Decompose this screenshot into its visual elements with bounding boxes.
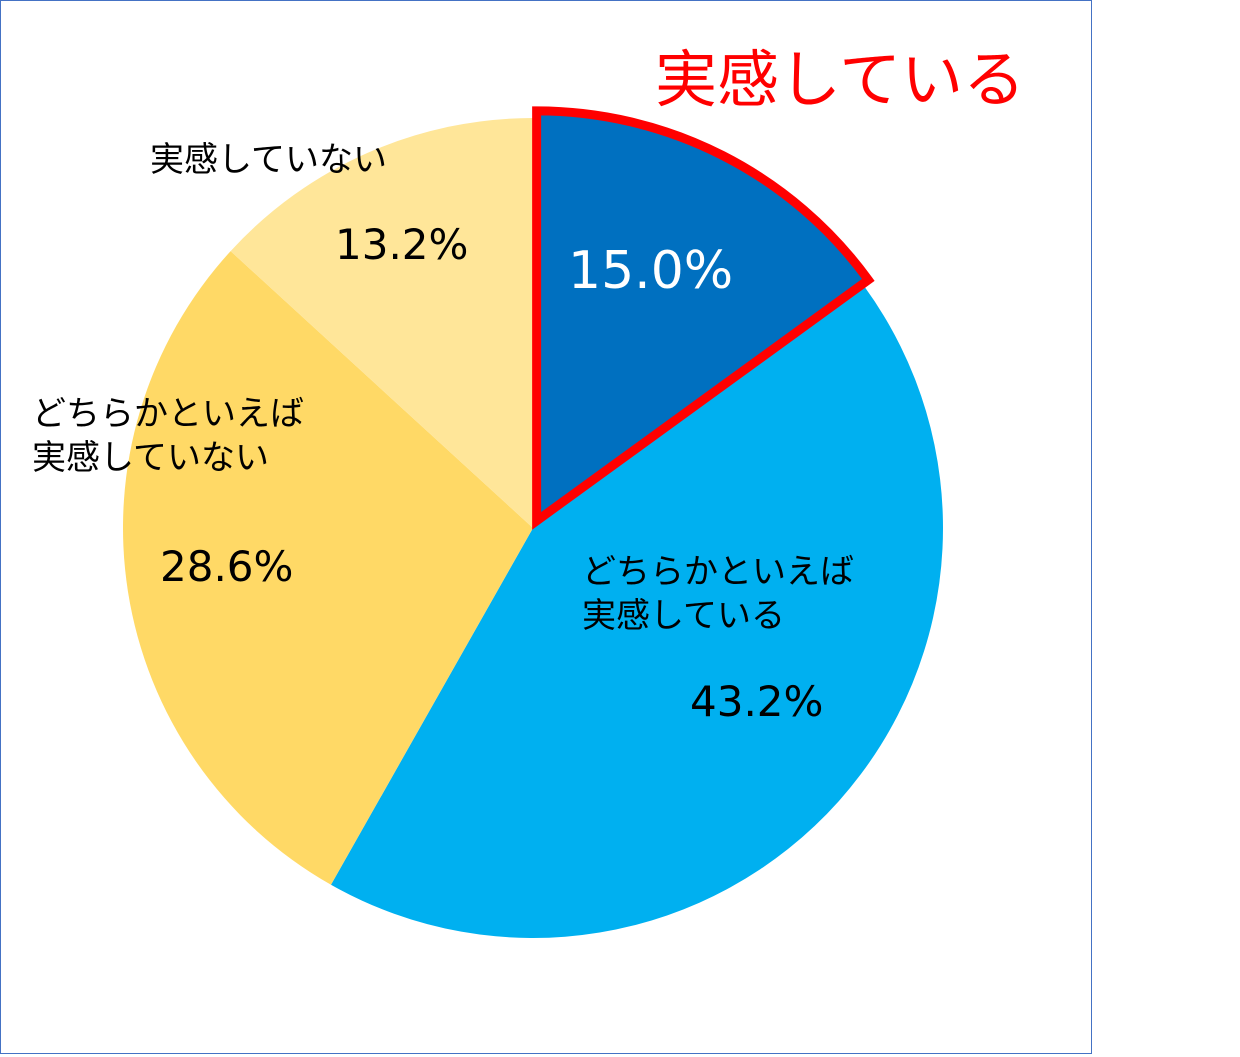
value-label: 15.0% [568,241,734,301]
slice-label: どちらかといえば 実感していない [32,394,304,479]
slice-label: どちらかといえば 実感している [582,552,854,637]
slice-label: 実感している [655,43,1026,116]
slice-label: 実感していない [150,140,387,180]
value-label: 43.2% [690,677,824,726]
pie-slice [230,118,533,528]
value-label: 13.2% [335,220,469,269]
pie-slice [330,287,943,938]
pie-slice [123,251,533,885]
value-label: 28.6% [160,542,294,591]
pie-slice [532,106,875,530]
chart-frame [0,0,1092,1054]
